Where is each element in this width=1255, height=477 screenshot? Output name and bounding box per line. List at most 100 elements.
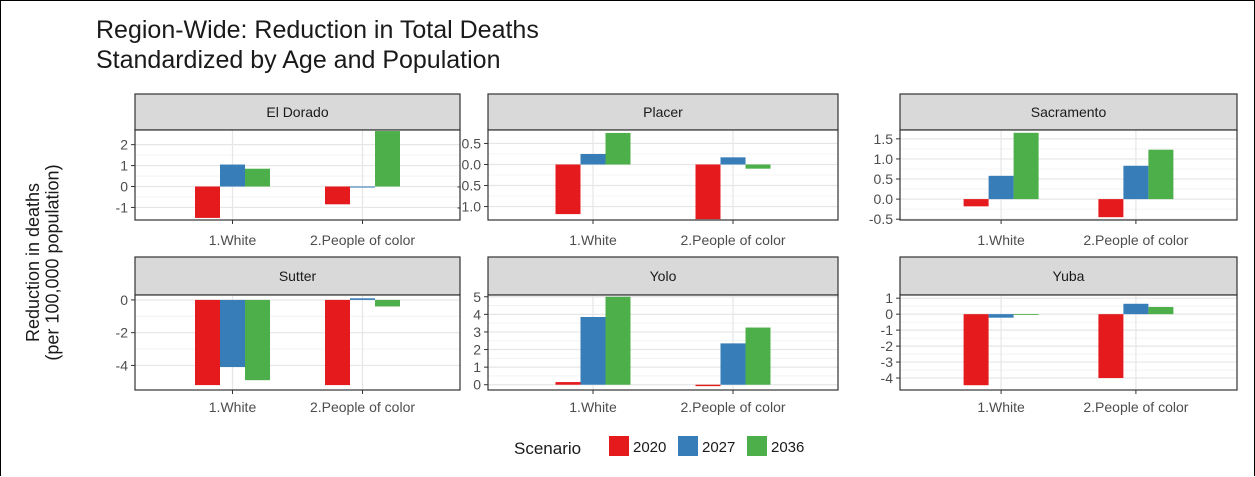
bar-el-dorado-2020-1 bbox=[195, 186, 220, 218]
chart-title-line-1: Region-Wide: Reduction in Total Deaths bbox=[96, 16, 539, 44]
y-tick-label: 0 bbox=[885, 306, 893, 322]
y-tick-label: 1 bbox=[120, 158, 128, 174]
x-tick-label: 1.White bbox=[977, 399, 1025, 415]
facet-label-placer: Placer bbox=[643, 104, 683, 120]
bar-sacramento-2020-1 bbox=[963, 199, 989, 207]
y-tick-label: -2 bbox=[881, 338, 894, 354]
x-tick-label: 2.People of color bbox=[680, 232, 785, 248]
y-tick-label: 0.0 bbox=[462, 156, 482, 172]
panel-border-el-dorado bbox=[134, 129, 461, 221]
bar-placer-2027-2 bbox=[720, 157, 746, 165]
bar-placer-2027-1 bbox=[580, 153, 606, 165]
bar-yolo-2020-1 bbox=[555, 382, 581, 385]
bar-yuba-2036-1 bbox=[1013, 314, 1039, 315]
legend-swatch-2020 bbox=[609, 436, 629, 456]
bar-sutter-2027-1 bbox=[220, 299, 245, 368]
y-tick-label: 5 bbox=[473, 289, 481, 305]
facet-label-yolo: Yolo bbox=[650, 268, 677, 284]
y-tick-label: 2 bbox=[473, 342, 481, 358]
y-tick-label: -2 bbox=[116, 325, 129, 341]
panel-background-yolo bbox=[488, 295, 838, 390]
legend-swatch-2036 bbox=[747, 436, 767, 456]
panel-border-yolo bbox=[487, 294, 839, 391]
bar-sutter-2020-2 bbox=[325, 299, 350, 386]
bar-placer-2036-2 bbox=[745, 164, 771, 169]
bar-yuba-2036-2 bbox=[1148, 306, 1174, 315]
bar-yolo-2020-2 bbox=[695, 384, 721, 387]
facet-strip-sacramento bbox=[899, 93, 1238, 131]
panel-background-sacramento bbox=[900, 130, 1237, 220]
bar-placer-2020-2 bbox=[695, 164, 721, 220]
y-tick-label: 0.0 bbox=[874, 191, 894, 207]
bar-sutter-2020-1 bbox=[195, 299, 220, 386]
panel-border-sacramento bbox=[899, 129, 1238, 221]
legend-label-2027: 2027 bbox=[702, 439, 735, 456]
bar-el-dorado-2036-2 bbox=[375, 131, 400, 187]
bar-yuba-2027-2 bbox=[1123, 303, 1149, 315]
bar-el-dorado-2036-1 bbox=[245, 168, 270, 187]
legend-title: Scenario bbox=[514, 439, 581, 458]
bar-sacramento-2036-1 bbox=[1013, 132, 1039, 200]
legend-label-2036: 2036 bbox=[771, 439, 804, 456]
y-tick-label: 0.5 bbox=[874, 171, 894, 187]
y-tick-label: -4 bbox=[881, 370, 894, 386]
x-tick-label: 2.People of color bbox=[1083, 399, 1188, 415]
y-tick-label: -0.5 bbox=[457, 178, 481, 194]
y-tick-label: 1 bbox=[885, 290, 893, 306]
bar-el-dorado-2027-1 bbox=[220, 164, 245, 187]
bar-yuba-2020-2 bbox=[1098, 314, 1124, 379]
y-tick-label: 1 bbox=[473, 359, 481, 375]
y-tick-label: 4 bbox=[473, 306, 481, 322]
bar-sutter-2036-1 bbox=[245, 299, 270, 381]
bar-placer-2036-1 bbox=[605, 132, 631, 165]
panel-background-el-dorado bbox=[135, 130, 460, 220]
bar-el-dorado-2020-2 bbox=[325, 186, 350, 205]
bar-yuba-2027-1 bbox=[988, 314, 1014, 318]
y-tick-label: 0 bbox=[473, 377, 481, 393]
x-tick-label: 1.White bbox=[977, 232, 1025, 248]
bar-sutter-2027-2 bbox=[350, 298, 375, 300]
y-tick-label: -3 bbox=[881, 354, 894, 370]
facet-strip-yuba bbox=[899, 256, 1238, 296]
x-tick-label: 1.White bbox=[209, 232, 257, 248]
y-tick-label: -4 bbox=[116, 357, 129, 373]
y-tick-label: 1.0 bbox=[874, 151, 894, 167]
bar-yolo-2036-1 bbox=[605, 296, 631, 385]
bar-sutter-2036-2 bbox=[375, 299, 400, 307]
bar-sacramento-2036-2 bbox=[1148, 149, 1174, 200]
x-tick-label: 2.People of color bbox=[310, 399, 415, 415]
facet-strip-placer bbox=[487, 93, 839, 131]
facet-label-sutter: Sutter bbox=[279, 268, 317, 284]
bar-sacramento-2027-2 bbox=[1123, 165, 1149, 200]
bar-yolo-2027-2 bbox=[720, 343, 746, 385]
bar-placer-2020-1 bbox=[555, 164, 581, 215]
x-tick-label: 2.People of color bbox=[680, 399, 785, 415]
y-tick-label: -1.0 bbox=[457, 199, 481, 215]
x-tick-label: 1.White bbox=[209, 399, 257, 415]
facet-label-yuba: Yuba bbox=[1053, 268, 1085, 284]
facet-strip-yolo bbox=[487, 256, 839, 296]
chart-title-line-2: Standardized by Age and Population bbox=[96, 46, 501, 74]
y-tick-label: -0.5 bbox=[869, 211, 893, 227]
panel-border-yuba bbox=[899, 294, 1238, 391]
y-tick-label: 1.5 bbox=[874, 131, 894, 147]
y-tick-label: 2 bbox=[120, 137, 128, 153]
y-tick-label: 0 bbox=[120, 292, 128, 308]
y-tick-label: -1 bbox=[881, 322, 894, 338]
facet-label-sacramento: Sacramento bbox=[1031, 104, 1107, 120]
x-tick-label: 1.White bbox=[569, 399, 617, 415]
bar-yuba-2020-1 bbox=[963, 314, 989, 386]
bar-yolo-2036-2 bbox=[745, 327, 771, 385]
bar-yolo-2027-1 bbox=[580, 316, 606, 385]
facet-label-el-dorado: El Dorado bbox=[266, 104, 328, 120]
legend-label-2020: 2020 bbox=[633, 439, 666, 456]
x-tick-label: 2.People of color bbox=[310, 232, 415, 248]
y-tick-label: 3 bbox=[473, 324, 481, 340]
panel-border-placer bbox=[487, 129, 839, 221]
bar-sacramento-2027-1 bbox=[988, 175, 1014, 200]
facet-strip-sutter bbox=[134, 256, 461, 296]
y-tick-label: 0.5 bbox=[462, 135, 482, 151]
x-tick-label: 1.White bbox=[569, 232, 617, 248]
x-tick-label: 2.People of color bbox=[1083, 232, 1188, 248]
